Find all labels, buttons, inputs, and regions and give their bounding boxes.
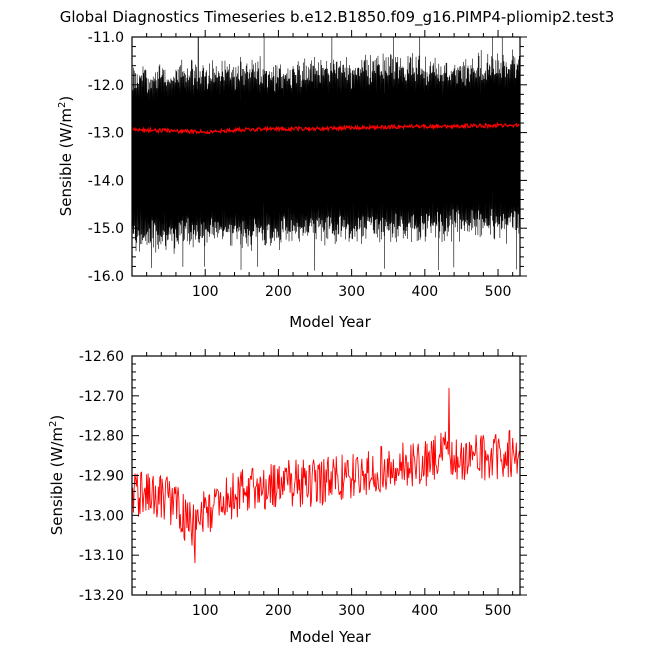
bottom-plot-data — [132, 387, 520, 564]
bottom-axes: 100 200 300 400 500 -13.20 -13.10 -13.00 -12.90 -… — [79, 349, 527, 619]
figure-title: Global Diagnostics Timeseries b.e12.B185… — [60, 8, 615, 27]
top-y-tick-label: -11.0 — [88, 30, 124, 46]
top-y-tick-label: -15.0 — [88, 221, 124, 237]
bottom-y-tick-label: -13.20 — [79, 588, 124, 604]
bottom-y-tick-label: -13.10 — [79, 548, 124, 564]
bottom-x-tick-label: 200 — [265, 603, 292, 619]
bottom-panel: 100 200 300 400 500 -13.20 -13.10 -13.00 -12.90 -… — [48, 349, 527, 646]
bottom-x-tick-label: 500 — [485, 603, 512, 619]
top-y-tick-label: -13.0 — [88, 126, 124, 142]
top-panel: 100 200 300 400 500 -16.0 -15.0 -14.0 -13.0 -12.0… — [57, 30, 527, 331]
bottom-y-axis-label-close: ) — [48, 415, 66, 421]
top-y-axis-label: Sensible (W/m2) — [57, 96, 75, 217]
bottom-x-tick-label: 400 — [411, 603, 438, 619]
bottom-y-axis-label: Sensible (W/m2) — [48, 415, 66, 536]
top-y-tick-label: -16.0 — [88, 269, 124, 285]
bottom-x-tick-label: 300 — [338, 603, 365, 619]
bottom-y-tick-label: -12.60 — [79, 349, 124, 365]
bottom-y-tick-label: -12.90 — [79, 469, 124, 485]
top-plot-frame — [131, 36, 521, 277]
bottom-y-tick-label: -13.00 — [79, 508, 124, 524]
bottom-y-tick-label: -12.70 — [79, 389, 124, 405]
top-y-axis-label-main: Sensible (W/m — [57, 108, 75, 216]
top-y-axis-label-sup: 2 — [57, 102, 68, 108]
top-x-tick-label: 400 — [411, 284, 438, 300]
top-x-axis-label: Model Year — [289, 313, 371, 331]
top-y-axis-label-close: ) — [57, 96, 75, 102]
bottom-x-tick-label: 100 — [192, 603, 219, 619]
top-annual-series-line — [132, 121, 520, 135]
top-x-tick-label: 500 — [485, 284, 512, 300]
bottom-y-axis-label-sup: 2 — [48, 421, 59, 427]
bottom-y-axis-label-main: Sensible (W/m — [48, 427, 66, 535]
top-plot-data — [132, 37, 520, 271]
top-axes: 100 200 300 400 500 -16.0 -15.0 -14.0 -13.0 -12.0… — [88, 30, 527, 300]
bottom-y-tick-label: -12.80 — [79, 429, 124, 445]
top-x-tick-label: 300 — [338, 284, 365, 300]
top-y-tick-label: -12.0 — [88, 78, 124, 94]
top-y-tick-label: -14.0 — [88, 173, 124, 189]
bottom-x-axis-label: Model Year — [289, 628, 371, 646]
top-x-tick-label: 100 — [192, 284, 219, 300]
top-x-tick-label: 200 — [265, 284, 292, 300]
bottom-annual-series-line — [132, 387, 520, 564]
top-monthly-series-line — [132, 37, 520, 271]
